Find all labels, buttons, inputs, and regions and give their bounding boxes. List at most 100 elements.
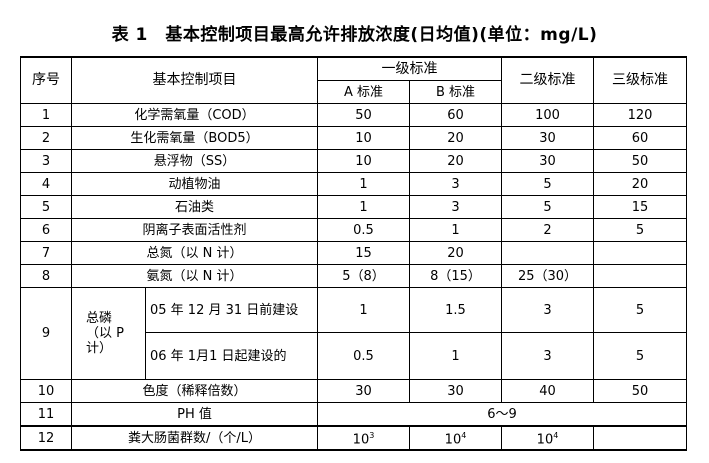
cell-b: 1 — [409, 218, 502, 242]
base: 10 — [352, 432, 370, 448]
cell-no: 6 — [20, 218, 72, 242]
table-row: 10 色度（稀释倍数） 30 30 40 50 — [20, 379, 687, 403]
exponent: 4 — [461, 431, 467, 441]
cell-sub-label: 05 年 12 月 31 日前建设 — [145, 287, 318, 333]
cell-b: 20 — [409, 126, 502, 150]
header-grade3: 三级标准 — [593, 56, 687, 104]
cell-no: 2 — [20, 126, 72, 150]
cell-b: 8（15） — [409, 264, 502, 288]
cell-a: 15 — [317, 241, 410, 265]
cell-b: 1 — [409, 332, 502, 380]
cell-b: 104 — [409, 425, 502, 451]
cell-a: 0.5 — [317, 218, 410, 242]
cell-item: 石油类 — [71, 195, 318, 219]
header-a: A 标准 — [317, 80, 410, 104]
table-row: 5 石油类 1 3 5 15 — [20, 195, 687, 219]
base: 10 — [536, 432, 554, 448]
cell-a: 10 — [317, 126, 410, 150]
cell-a: 10 — [317, 149, 410, 173]
header-grade2: 二级标准 — [501, 56, 594, 104]
header-subrow: A 标准 B 标准 — [21, 80, 687, 104]
cell-item: 生化需氧量（BOD5） — [71, 126, 318, 150]
cell-a: 1 — [317, 287, 410, 333]
cell-a: 5（8） — [317, 264, 410, 288]
table-row: 12 粪大肠菌群数/（个/L） 103 104 104 — [20, 425, 687, 451]
cell-grade2: 30 — [501, 126, 594, 150]
cell-no: 9 — [20, 287, 72, 380]
cell-grade2: 3 — [501, 332, 594, 380]
cell-no: 11 — [20, 402, 72, 427]
header-grade1: 一级标准 — [317, 56, 502, 81]
cell-no: 3 — [20, 149, 72, 173]
cell-b: 1.5 — [409, 287, 502, 333]
cell-item: 悬浮物（SS） — [71, 149, 318, 173]
cell-b: 3 — [409, 172, 502, 196]
cell-a: 103 — [317, 425, 410, 451]
cell-grade3: 60 — [593, 126, 687, 150]
header-item: 基本控制项目 — [71, 56, 318, 104]
cell-b: 20 — [409, 241, 502, 265]
discharge-standards-table: 序号 基本控制项目 一级标准 二级标准 三级标准 A 标准 B 标准 1 化学需氧… — [20, 56, 687, 451]
exponent: 4 — [553, 431, 559, 441]
table-row: 6 阴离子表面活性剂 0.5 1 2 5 — [20, 218, 687, 242]
cell-item: PH 值 — [71, 402, 318, 427]
cell-grade3: 5 — [593, 218, 687, 242]
cell-no: 1 — [20, 103, 72, 127]
cell-a: 1 — [317, 172, 410, 196]
cell-no: 5 — [20, 195, 72, 219]
cell-item: 粪大肠菌群数/（个/L） — [71, 425, 318, 451]
base: 10 — [444, 432, 462, 448]
table-row: 1 化学需氧量（COD） 50 60 100 120 — [20, 103, 687, 127]
cell-grade3: 15 — [593, 195, 687, 219]
cell-grade2: 100 — [501, 103, 594, 127]
cell-grade3: 20 — [593, 172, 687, 196]
table-row: 7 总氮（以 N 计） 15 20 — [20, 241, 687, 265]
table-row: 2 生化需氧量（BOD5） 10 20 30 60 — [20, 126, 687, 150]
table-row: 06 年 1月1 日起建设的 0.5 1 3 5 — [21, 332, 687, 380]
cell-a: 50 — [317, 103, 410, 127]
cell-a: 1 — [317, 195, 410, 219]
cell-grade2: 104 — [501, 425, 594, 451]
cell-no: 10 — [20, 379, 72, 403]
cell-grade2: 3 — [501, 287, 594, 333]
exponent: 3 — [369, 431, 375, 441]
cell-grade2: 5 — [501, 195, 594, 219]
cell-grade3 — [593, 425, 687, 451]
cell-grade2: 2 — [501, 218, 594, 242]
header-b: B 标准 — [409, 80, 502, 104]
cell-value: 6～9 — [317, 402, 687, 427]
cell-b: 60 — [409, 103, 502, 127]
cell-a: 30 — [317, 379, 410, 403]
cell-b: 30 — [409, 379, 502, 403]
cell-grade3: 50 — [593, 379, 687, 403]
cell-item: 阴离子表面活性剂 — [71, 218, 318, 242]
cell-no: 7 — [20, 241, 72, 265]
table-title: 表 1 基本控制项目最高允许排放浓度(日均值)(单位：mg/L) — [111, 25, 598, 45]
cell-no: 12 — [20, 425, 72, 451]
table-row: 8 氨氮（以 N 计） 5（8） 8（15） 25（30） — [20, 264, 687, 288]
table-row: 9 总磷（以 P 计） 05 年 12 月 31 日前建设 1 1.5 3 5 — [20, 287, 687, 380]
cell-grade2: 5 — [501, 172, 594, 196]
cell-no: 8 — [20, 264, 72, 288]
cell-b: 20 — [409, 149, 502, 173]
header-row: 序号 基本控制项目 一级标准 二级标准 三级标准 — [20, 56, 687, 104]
table-row: 4 动植物油 1 3 5 20 — [20, 172, 687, 196]
table-row: 11 PH 值 6～9 — [20, 402, 687, 427]
cell-grade3: 50 — [593, 149, 687, 173]
header-no: 序号 — [20, 56, 72, 104]
cell-sub-label: 06 年 1月1 日起建设的 — [145, 332, 318, 380]
cell-item: 化学需氧量（COD） — [71, 103, 318, 127]
cell-grade3: 5 — [593, 332, 687, 380]
cell-grade2: 40 — [501, 379, 594, 403]
cell-grade3 — [593, 241, 687, 265]
cell-grade2 — [501, 241, 594, 265]
cell-a: 0.5 — [317, 332, 410, 380]
table-row: 3 悬浮物（SS） 10 20 30 50 — [20, 149, 687, 173]
cell-b: 3 — [409, 195, 502, 219]
cell-item: 色度（稀释倍数） — [71, 379, 318, 403]
cell-grade2: 25（30） — [501, 264, 594, 288]
cell-item: 总氮（以 N 计） — [71, 241, 318, 265]
cell-grade3: 5 — [593, 287, 687, 333]
cell-grade3: 120 — [593, 103, 687, 127]
cell-grade3 — [593, 264, 687, 288]
